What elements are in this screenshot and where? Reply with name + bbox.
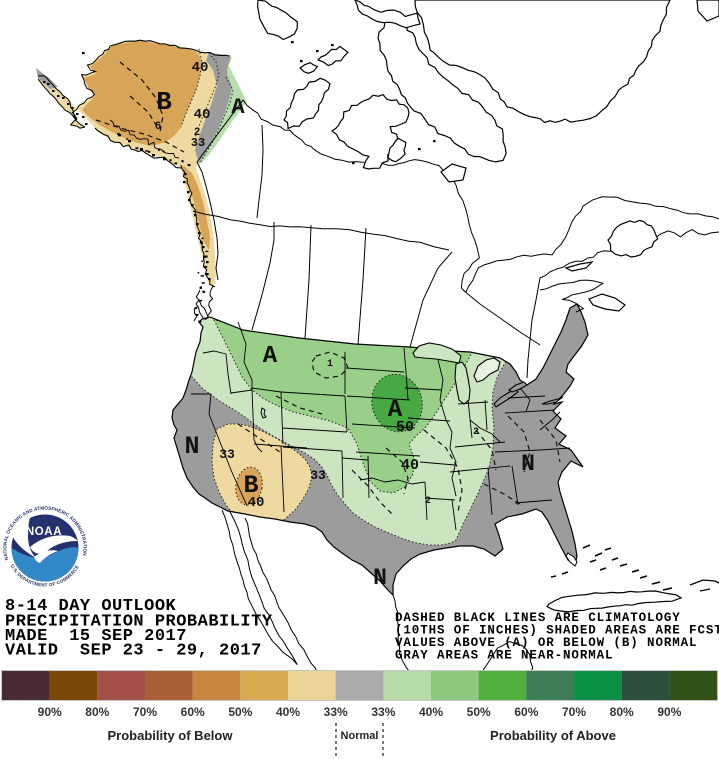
svg-text:NOAA: NOAA [26,526,62,538]
svg-text:80%: 80% [85,705,109,719]
svg-text:90%: 90% [657,705,681,719]
svg-text:A: A [263,343,278,370]
svg-text:40%: 40% [419,705,443,719]
svg-text:A: A [231,95,245,120]
svg-text:2: 2 [425,496,431,507]
svg-text:PRECIPITATION PROBABILITY: PRECIPITATION PROBABILITY [5,613,273,632]
svg-text:MADE 15 SEP 2017: MADE 15 SEP 2017 [5,627,187,646]
svg-text:A: A [388,397,403,424]
svg-text:70%: 70% [133,705,157,719]
svg-text:Normal: Normal [341,730,379,742]
svg-text:50%: 50% [467,705,491,719]
svg-text:1: 1 [327,359,333,370]
svg-text:40%: 40% [276,705,300,719]
svg-text:40: 40 [248,495,265,511]
svg-text:33: 33 [191,136,205,150]
svg-text:B: B [156,87,172,117]
svg-text:6: 6 [155,121,162,133]
svg-text:80%: 80% [610,705,634,719]
svg-text:(10THS OF INCHES) SHADED AREAS: (10THS OF INCHES) SHADED AREAS ARE FCST [395,624,719,638]
svg-text:33%: 33% [371,705,395,719]
svg-text:40: 40 [194,107,211,123]
svg-text:DASHED BLACK LINES ARE CLIMATO: DASHED BLACK LINES ARE CLIMATOLOGY [395,611,681,625]
svg-text:50: 50 [396,419,414,436]
svg-text:2: 2 [473,427,479,438]
svg-text:N: N [521,451,535,477]
svg-text:33%: 33% [324,705,348,719]
svg-text:90%: 90% [38,705,62,719]
svg-text:60%: 60% [514,705,538,719]
svg-text:40: 40 [192,60,209,76]
svg-text:N: N [184,432,199,461]
svg-text:N: N [373,565,387,591]
svg-text:70%: 70% [562,705,586,719]
svg-text:50%: 50% [228,705,252,719]
svg-text:VALID SEP 23 - 29, 2017: VALID SEP 23 - 29, 2017 [5,642,262,661]
svg-text:60%: 60% [181,705,205,719]
svg-text:B: B [243,471,258,500]
svg-text:33: 33 [219,447,235,462]
svg-text:Probability of Above: Probability of Above [490,728,616,743]
svg-text:GRAY AREAS ARE NEAR-NORMAL: GRAY AREAS ARE NEAR-NORMAL [395,649,613,663]
svg-text:2: 2 [194,127,201,139]
svg-text:33: 33 [310,468,326,483]
svg-text:Probability of Below: Probability of Below [108,728,234,743]
svg-text:40: 40 [401,457,419,474]
svg-text:8-14 DAY OUTLOOK: 8-14 DAY OUTLOOK [5,597,177,616]
svg-text:VALUES ABOVE (A) OR BELOW (B): VALUES ABOVE (A) OR BELOW (B) NORMAL [395,636,697,650]
